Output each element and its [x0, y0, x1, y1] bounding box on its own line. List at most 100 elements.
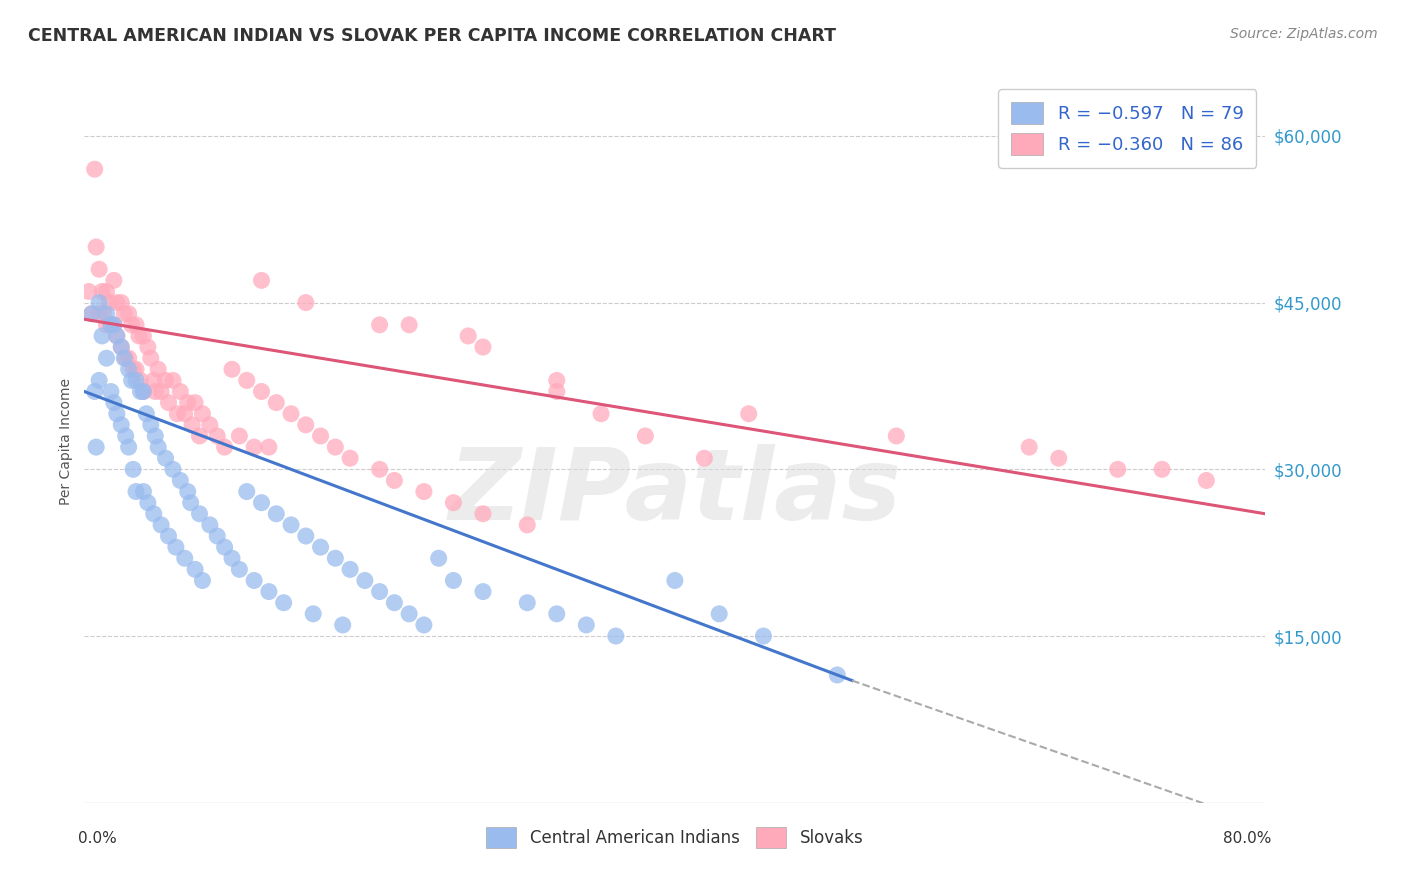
- Point: [398, 318, 420, 332]
- Point: [413, 618, 436, 632]
- Point: [546, 607, 568, 621]
- Point: [605, 629, 627, 643]
- Point: [382, 474, 406, 488]
- Point: [87, 295, 111, 310]
- Point: [886, 429, 908, 443]
- Point: [325, 551, 347, 566]
- Point: [155, 451, 177, 466]
- Point: [110, 340, 132, 354]
- Point: [339, 562, 361, 576]
- Point: [1150, 462, 1173, 476]
- Point: [125, 318, 148, 332]
- Point: [368, 462, 391, 476]
- Point: [135, 407, 157, 421]
- Point: [693, 451, 716, 466]
- Point: [118, 351, 141, 366]
- Point: [122, 462, 145, 476]
- Point: [77, 285, 100, 299]
- Point: [243, 574, 266, 588]
- Point: [250, 273, 273, 287]
- Point: [100, 318, 122, 332]
- Point: [150, 517, 173, 532]
- Point: [184, 395, 207, 409]
- Legend: Central American Indians, Slovaks: Central American Indians, Slovaks: [478, 819, 872, 856]
- Point: [98, 295, 121, 310]
- Point: [105, 329, 128, 343]
- Point: [162, 373, 184, 387]
- Point: [112, 307, 135, 321]
- Point: [100, 318, 122, 332]
- Point: [96, 307, 118, 321]
- Point: [413, 484, 436, 499]
- Point: [180, 496, 202, 510]
- Point: [128, 329, 150, 343]
- Point: [752, 629, 775, 643]
- Point: [1018, 440, 1040, 454]
- Point: [103, 395, 125, 409]
- Text: CENTRAL AMERICAN INDIAN VS SLOVAK PER CAPITA INCOME CORRELATION CHART: CENTRAL AMERICAN INDIAN VS SLOVAK PER CA…: [28, 27, 837, 45]
- Point: [105, 329, 128, 343]
- Point: [221, 551, 243, 566]
- Point: [295, 417, 318, 432]
- Point: [105, 295, 128, 310]
- Point: [80, 307, 103, 321]
- Point: [1107, 462, 1129, 476]
- Point: [273, 596, 295, 610]
- Point: [83, 162, 105, 177]
- Point: [339, 451, 361, 466]
- Point: [309, 540, 332, 554]
- Point: [472, 507, 495, 521]
- Text: Source: ZipAtlas.com: Source: ZipAtlas.com: [1230, 27, 1378, 41]
- Point: [214, 540, 236, 554]
- Point: [118, 307, 141, 321]
- Point: [122, 362, 145, 376]
- Point: [96, 318, 118, 332]
- Point: [382, 596, 406, 610]
- Point: [516, 596, 538, 610]
- Point: [1195, 474, 1218, 488]
- Point: [266, 507, 288, 521]
- Point: [139, 417, 162, 432]
- Point: [142, 373, 165, 387]
- Point: [738, 407, 761, 421]
- Point: [84, 440, 107, 454]
- Point: [302, 607, 325, 621]
- Text: 80.0%: 80.0%: [1223, 830, 1271, 846]
- Point: [91, 329, 114, 343]
- Point: [96, 285, 118, 299]
- Point: [546, 373, 568, 387]
- Point: [110, 417, 132, 432]
- Point: [125, 484, 148, 499]
- Point: [157, 529, 180, 543]
- Point: [250, 496, 273, 510]
- Point: [332, 618, 354, 632]
- Point: [472, 340, 495, 354]
- Point: [207, 429, 229, 443]
- Point: [214, 440, 236, 454]
- Point: [121, 373, 143, 387]
- Point: [295, 529, 318, 543]
- Point: [143, 429, 166, 443]
- Point: [142, 507, 165, 521]
- Point: [83, 384, 105, 399]
- Point: [91, 285, 114, 299]
- Point: [139, 351, 162, 366]
- Point: [148, 362, 170, 376]
- Point: [132, 384, 155, 399]
- Point: [257, 440, 280, 454]
- Point: [295, 295, 318, 310]
- Point: [150, 384, 173, 399]
- Point: [143, 384, 166, 399]
- Point: [173, 551, 195, 566]
- Point: [546, 384, 568, 399]
- Point: [103, 318, 125, 332]
- Point: [827, 668, 849, 682]
- Point: [87, 307, 111, 321]
- Point: [191, 574, 214, 588]
- Point: [188, 507, 211, 521]
- Point: [157, 395, 180, 409]
- Point: [114, 351, 136, 366]
- Point: [132, 329, 155, 343]
- Point: [121, 318, 143, 332]
- Point: [125, 362, 148, 376]
